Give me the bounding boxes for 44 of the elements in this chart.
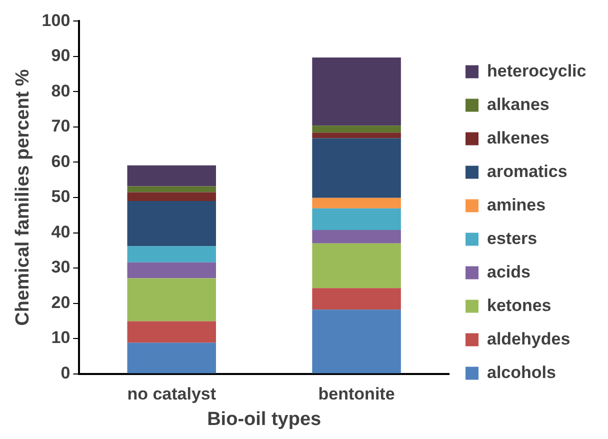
y-tick-label: 70 xyxy=(51,116,70,136)
legend-label: acids xyxy=(487,262,530,282)
legend-label: aromatics xyxy=(487,162,568,181)
x-tick-label: bentonite xyxy=(318,384,395,404)
legend-label: aldehydes xyxy=(487,329,570,348)
y-tick-label: 60 xyxy=(51,152,70,171)
bar xyxy=(127,278,216,322)
bar xyxy=(127,192,216,202)
y-tick-label: 10 xyxy=(51,328,70,348)
y-tick-label: 0 xyxy=(60,363,70,382)
y-tick-label: 90 xyxy=(51,46,70,66)
bar xyxy=(127,186,216,192)
bar xyxy=(312,198,401,208)
legend-label: alkanes xyxy=(487,94,550,114)
bar xyxy=(312,132,401,138)
legend-label: alkenes xyxy=(487,128,550,148)
bar xyxy=(127,342,216,374)
bar xyxy=(312,126,401,133)
bar xyxy=(127,246,216,262)
bar xyxy=(312,288,401,310)
bar xyxy=(312,243,401,288)
bar xyxy=(127,321,216,343)
bar xyxy=(312,58,401,126)
y-axis-title: Chemical families percent % xyxy=(12,69,34,326)
bar xyxy=(127,165,216,186)
legend-label: ketones xyxy=(487,296,552,315)
y-tick-label: 50 xyxy=(51,187,70,206)
y-tick-label: 20 xyxy=(51,292,70,312)
bar xyxy=(312,230,401,244)
y-tick-label: 100 xyxy=(42,10,70,30)
bar xyxy=(127,262,216,278)
bar xyxy=(312,310,401,374)
y-tick-label: 30 xyxy=(51,258,70,277)
bar xyxy=(312,208,401,230)
legend-label: alcohols xyxy=(487,362,556,382)
legend-label: esters xyxy=(487,228,538,248)
legend-label: heterocyclic xyxy=(487,61,586,80)
bar xyxy=(312,138,401,198)
x-axis-title: Bio-oil types xyxy=(207,408,322,430)
x-tick-label: no catalyst xyxy=(127,384,216,404)
y-tick-label: 80 xyxy=(51,81,70,100)
y-tick-label: 40 xyxy=(51,222,70,242)
bar xyxy=(127,201,216,246)
legend-label: amines xyxy=(487,195,546,214)
